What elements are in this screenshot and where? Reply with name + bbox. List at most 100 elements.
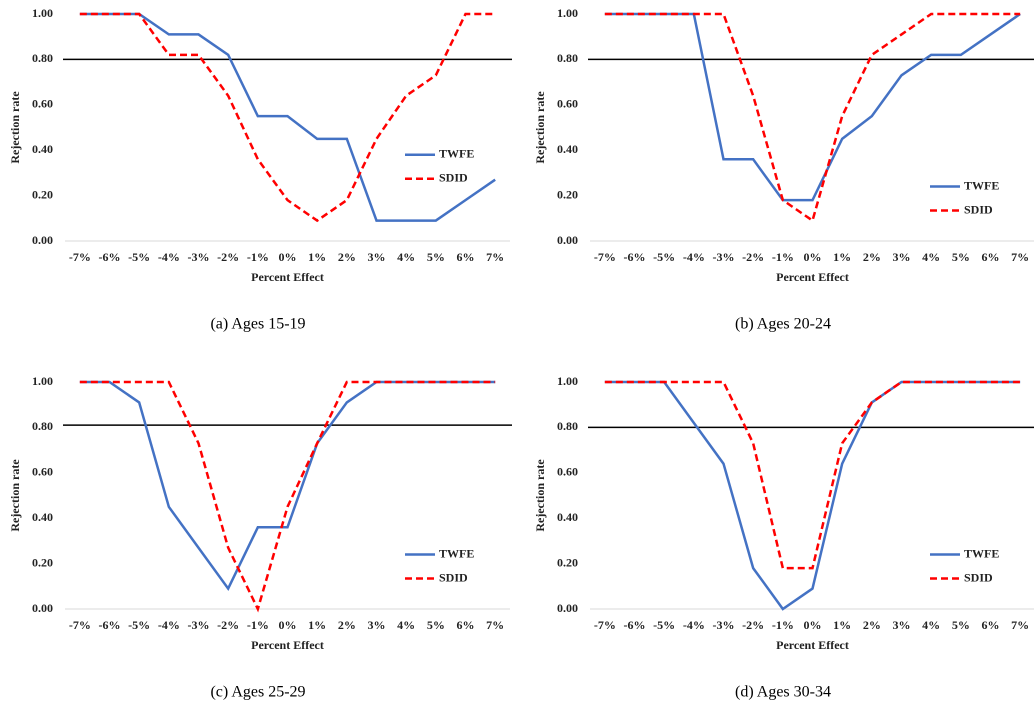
x-axis-title: Percent Effect: [251, 638, 324, 652]
x-tick-label: 5%: [427, 618, 445, 632]
y-tick-label: 0.80: [32, 419, 53, 433]
x-axis-title: Percent Effect: [251, 270, 324, 284]
y-tick-label: 0.00: [32, 233, 53, 247]
x-tick-label: 3%: [893, 250, 911, 264]
x-axis-title: Percent Effect: [776, 270, 849, 284]
y-tick-label: 0.60: [557, 465, 578, 479]
y-tick-label: 0.40: [557, 142, 578, 156]
x-tick-label: 7%: [1011, 250, 1029, 264]
series-line: [604, 380, 1021, 570]
x-tick-label: 6%: [457, 618, 475, 632]
x-tick-label: 0%: [804, 618, 822, 632]
y-tick-label: 0.20: [557, 187, 578, 201]
x-tick-label: -7%: [69, 618, 91, 632]
x-tick-label: 1%: [833, 618, 851, 632]
y-tick-label: 0.40: [557, 510, 578, 524]
x-tick-label: -4%: [158, 250, 180, 264]
x-tick-label: 7%: [1011, 618, 1029, 632]
x-tick-label: -1%: [247, 618, 269, 632]
x-tick-label: -6%: [624, 250, 646, 264]
x-tick-label: -2%: [217, 250, 239, 264]
x-tick-label: 4%: [922, 250, 940, 264]
y-tick-label: 1.00: [557, 374, 578, 388]
x-tick-label: -2%: [217, 618, 239, 632]
x-tick-label: 5%: [427, 250, 445, 264]
y-axis-title: Rejection rate: [8, 459, 22, 532]
y-tick-label: 1.00: [557, 6, 578, 20]
x-tick-label: -5%: [128, 618, 150, 632]
y-tick-label: 1.00: [32, 374, 53, 388]
x-tick-label: -1%: [247, 250, 269, 264]
x-tick-label: -1%: [772, 618, 794, 632]
x-tick-label: 5%: [952, 618, 970, 632]
caption: (b) Ages 20-24: [735, 316, 831, 333]
x-tick-label: -7%: [594, 250, 616, 264]
y-tick-label: 0.00: [557, 601, 578, 615]
x-tick-label: -2%: [742, 618, 764, 632]
x-tick-label: -6%: [99, 618, 121, 632]
x-tick-label: 2%: [863, 618, 881, 632]
x-tick-label: 2%: [863, 250, 881, 264]
x-tick-label: 1%: [308, 618, 326, 632]
x-tick-label: -6%: [624, 618, 646, 632]
y-tick-label: 0.20: [32, 187, 53, 201]
x-tick-label: -4%: [683, 618, 705, 632]
y-tick-label: 0.60: [32, 465, 53, 479]
x-tick-label: 4%: [922, 618, 940, 632]
y-tick-label: 0.40: [32, 142, 53, 156]
y-axis-title: Rejection rate: [533, 459, 547, 532]
x-tick-label: -7%: [69, 250, 91, 264]
legend-label: TWFE: [439, 546, 474, 560]
series-line: [604, 12, 1021, 202]
series-line: [79, 12, 496, 222]
x-tick-label: 0%: [279, 250, 297, 264]
legend-label: SDID: [964, 570, 993, 584]
x-tick-label: -7%: [594, 618, 616, 632]
x-tick-label: -5%: [653, 250, 675, 264]
x-tick-label: 2%: [338, 618, 356, 632]
x-tick-label: 5%: [952, 250, 970, 264]
x-tick-label: 1%: [308, 250, 326, 264]
x-tick-label: 4%: [397, 618, 415, 632]
x-tick-label: 3%: [368, 250, 386, 264]
x-tick-label: -2%: [742, 250, 764, 264]
y-tick-label: 0.00: [557, 233, 578, 247]
legend-label: TWFE: [964, 546, 999, 560]
caption: (a) Ages 15-19: [210, 316, 305, 333]
y-tick-label: 0.80: [32, 51, 53, 65]
legend-label: SDID: [439, 570, 468, 584]
series-line: [79, 380, 496, 613]
x-tick-label: 2%: [338, 250, 356, 264]
x-tick-label: 6%: [982, 618, 1000, 632]
y-tick-label: 0.60: [32, 97, 53, 111]
x-tick-label: 4%: [397, 250, 415, 264]
x-tick-label: -6%: [99, 250, 121, 264]
legend-label: TWFE: [964, 178, 999, 192]
x-tick-label: -4%: [683, 250, 705, 264]
y-tick-label: 1.00: [32, 6, 53, 20]
x-tick-label: -3%: [713, 250, 735, 264]
x-tick-label: -3%: [713, 618, 735, 632]
y-tick-label: 0.40: [32, 510, 53, 524]
x-tick-label: 0%: [804, 250, 822, 264]
x-tick-label: 0%: [279, 618, 297, 632]
x-tick-label: -3%: [188, 250, 210, 264]
y-tick-label: 0.60: [557, 97, 578, 111]
y-tick-label: 0.00: [32, 601, 53, 615]
x-tick-label: -5%: [653, 618, 675, 632]
series-line: [79, 380, 496, 591]
legend-label: TWFE: [439, 146, 474, 160]
caption: (c) Ages 25-29: [210, 684, 305, 701]
x-tick-label: -3%: [188, 618, 210, 632]
x-tick-label: 6%: [982, 250, 1000, 264]
x-tick-label: 7%: [486, 250, 504, 264]
series-line: [604, 380, 1021, 611]
y-tick-label: 0.20: [557, 555, 578, 569]
y-tick-label: 0.80: [557, 419, 578, 433]
x-tick-label: 6%: [457, 250, 475, 264]
y-tick-label: 0.80: [557, 51, 578, 65]
x-tick-label: 3%: [893, 618, 911, 632]
x-tick-label: 1%: [833, 250, 851, 264]
caption: (d) Ages 30-34: [735, 684, 831, 701]
